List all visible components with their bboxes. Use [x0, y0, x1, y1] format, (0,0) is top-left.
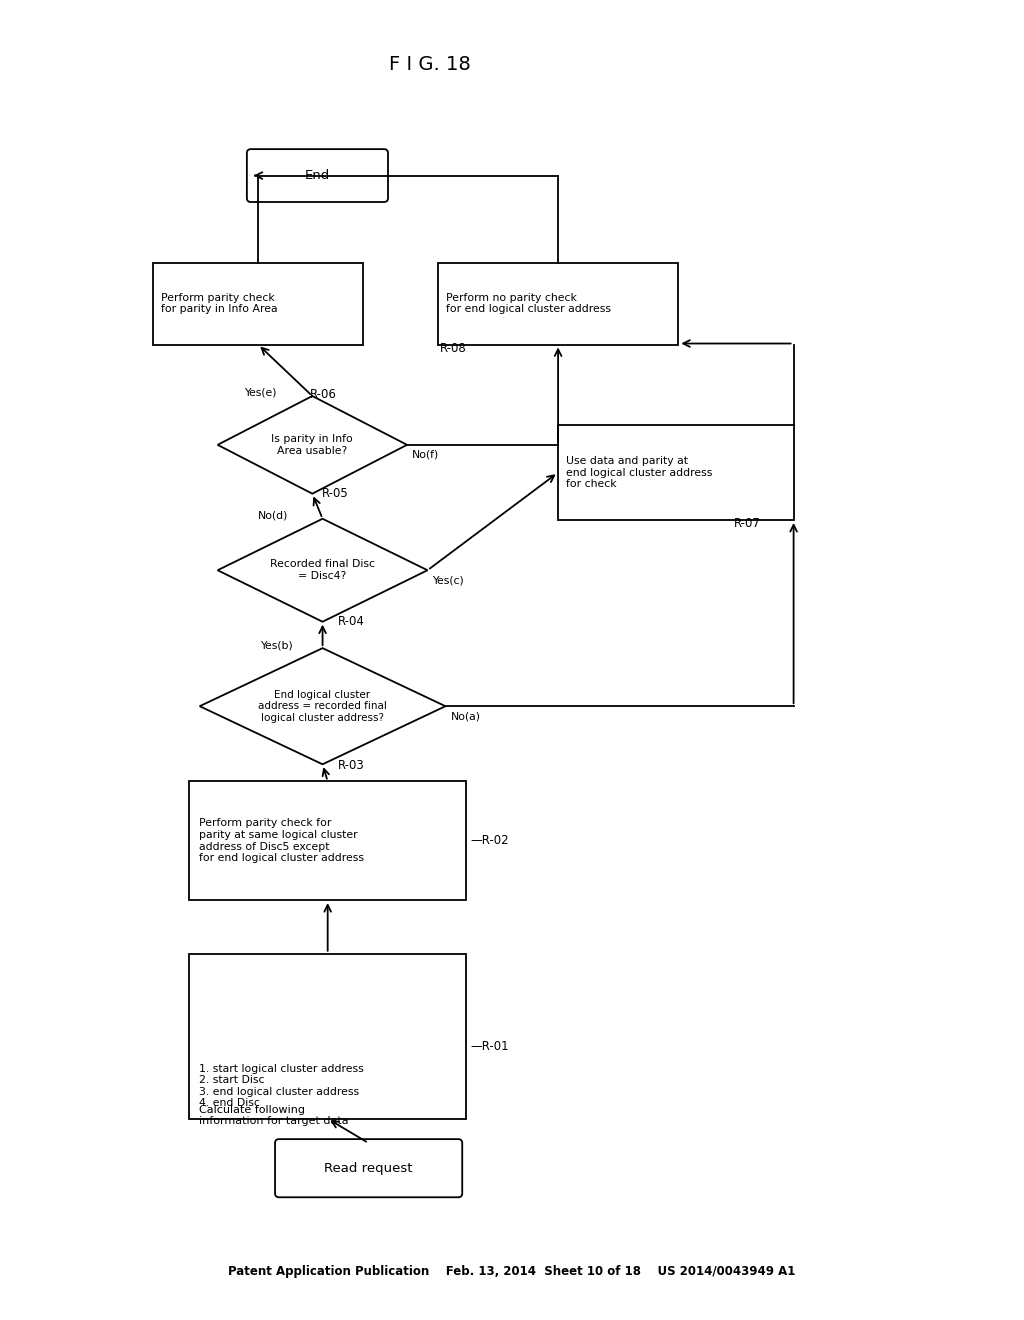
- Text: R-03: R-03: [338, 759, 365, 772]
- Text: R-08: R-08: [439, 342, 467, 355]
- FancyBboxPatch shape: [247, 149, 388, 202]
- Text: R-07: R-07: [733, 517, 761, 531]
- Polygon shape: [218, 519, 428, 622]
- Text: No(d): No(d): [258, 511, 288, 521]
- Text: End logical cluster
address = recorded final
logical cluster address?: End logical cluster address = recorded f…: [258, 689, 387, 723]
- Text: Yes(c): Yes(c): [432, 576, 464, 585]
- Text: —R-01: —R-01: [471, 1040, 510, 1053]
- Text: F I G. 18: F I G. 18: [389, 55, 471, 74]
- Bar: [154, 263, 364, 345]
- Text: Read request: Read request: [325, 1162, 413, 1175]
- Text: No(f): No(f): [412, 450, 439, 459]
- Text: Perform parity check for
parity at same logical cluster
address of Disc5 except
: Perform parity check for parity at same …: [200, 818, 365, 863]
- Text: Yes(e): Yes(e): [245, 388, 276, 399]
- Bar: [558, 425, 794, 520]
- Text: No(a): No(a): [451, 711, 480, 721]
- Text: Perform no parity check
for end logical cluster address: Perform no parity check for end logical …: [445, 293, 610, 314]
- Polygon shape: [200, 648, 445, 764]
- Text: R-06: R-06: [310, 388, 337, 401]
- Text: R-04: R-04: [338, 615, 365, 628]
- Text: —R-02: —R-02: [471, 834, 510, 847]
- Text: Use data and parity at
end logical cluster address
for check: Use data and parity at end logical clust…: [566, 455, 713, 490]
- Text: Perform parity check
for parity in Info Area: Perform parity check for parity in Info …: [161, 293, 278, 314]
- Text: Yes(b): Yes(b): [260, 640, 293, 651]
- Text: End: End: [305, 169, 330, 182]
- Bar: [189, 953, 466, 1119]
- Text: Calculate following
information for target data: Calculate following information for targ…: [200, 1105, 349, 1126]
- Text: Patent Application Publication    Feb. 13, 2014  Sheet 10 of 18    US 2014/00439: Patent Application Publication Feb. 13, …: [228, 1266, 796, 1279]
- Text: Recorded final Disc
= Disc4?: Recorded final Disc = Disc4?: [270, 560, 375, 581]
- Text: Is parity in Info
Area usable?: Is parity in Info Area usable?: [271, 434, 353, 455]
- FancyBboxPatch shape: [275, 1139, 462, 1197]
- Bar: [189, 781, 466, 900]
- Text: 1. start logical cluster address
2. start Disc
3. end logical cluster address
4.: 1. start logical cluster address 2. star…: [200, 1064, 365, 1109]
- Bar: [438, 263, 679, 345]
- Text: R-05: R-05: [323, 487, 349, 500]
- Polygon shape: [217, 396, 407, 494]
